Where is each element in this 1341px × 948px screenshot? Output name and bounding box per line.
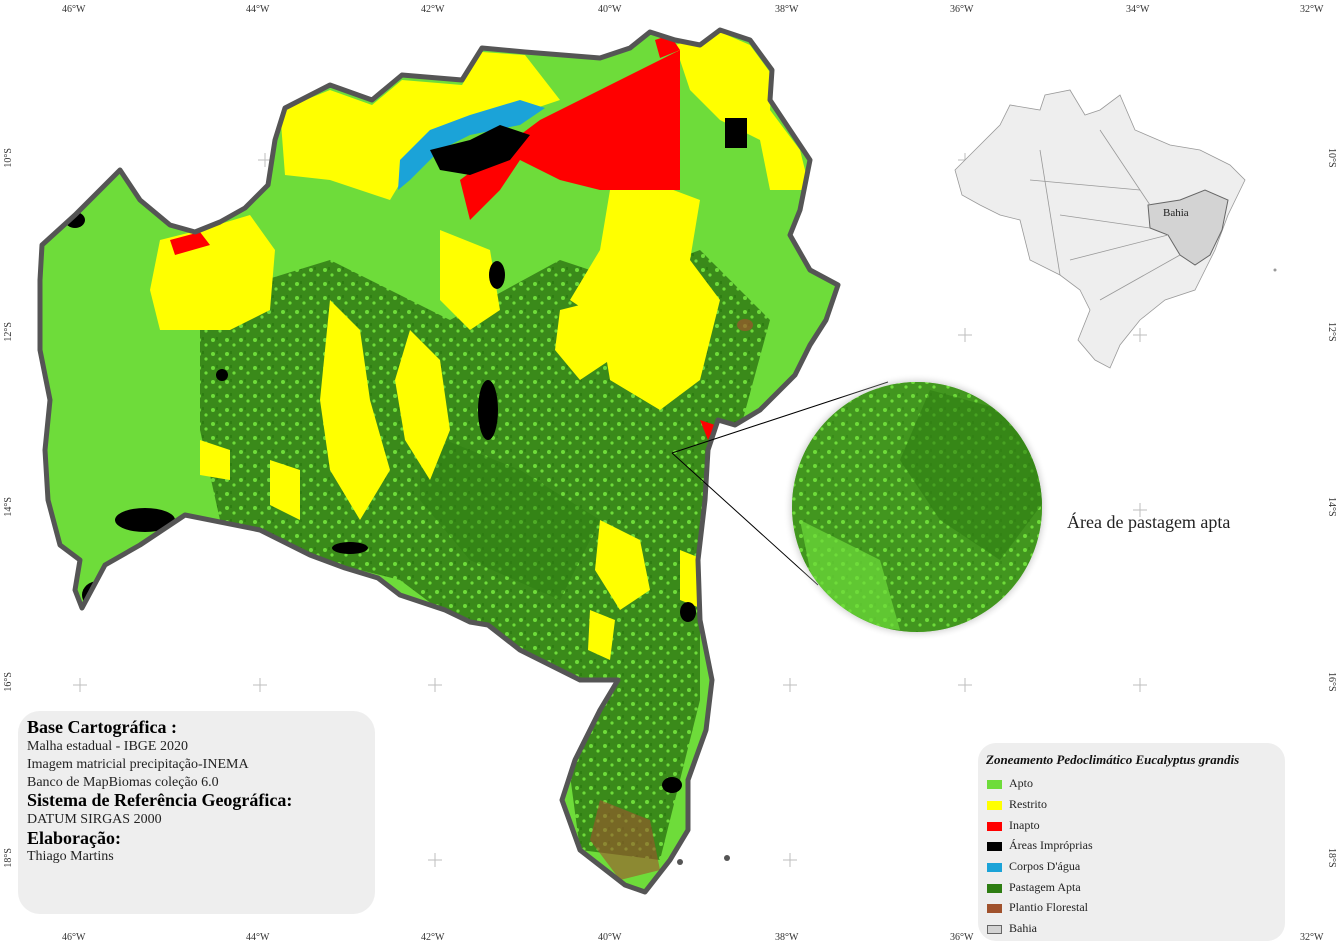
lon-tick-bottom: 32°W xyxy=(1300,932,1324,943)
bahia-outline xyxy=(37,27,841,895)
legend-label: Bahia xyxy=(1009,921,1037,935)
legend-swatch xyxy=(987,822,1002,831)
lon-tick-bottom: 38°W xyxy=(775,932,799,943)
lon-tick-bottom: 42°W xyxy=(421,932,445,943)
legend-label: Áreas Impróprias xyxy=(1009,838,1093,852)
lat-tick-right: 18°S xyxy=(1326,848,1337,868)
author-value: Thiago Martins xyxy=(27,849,114,864)
base-source-line: Banco de MapBiomas coleção 6.0 xyxy=(27,775,219,790)
base-cartografica-title: Base Cartográfica : xyxy=(27,717,177,737)
legend-label: Plantio Florestal xyxy=(1009,900,1088,914)
lat-tick-left: 16°S xyxy=(3,672,14,692)
lon-tick-bottom: 46°W xyxy=(62,932,86,943)
legend-swatch xyxy=(987,884,1002,893)
zoom-caption: Área de pastagem apta xyxy=(1067,512,1231,532)
lon-tick-top: 46°W xyxy=(62,4,86,15)
lat-tick-right: 14°S xyxy=(1326,497,1337,517)
lat-tick-right: 10°S xyxy=(1326,148,1337,168)
crs-value: DATUM SIRGAS 2000 xyxy=(27,812,162,827)
lat-tick-left: 14°S xyxy=(3,497,14,517)
base-source-line: Imagem matricial precipitação-INEMA xyxy=(27,757,249,772)
lon-tick-bottom: 36°W xyxy=(950,932,974,943)
crs-title: Sistema de Referência Geográfica: xyxy=(27,790,293,810)
lon-tick-top: 32°W xyxy=(1300,4,1324,15)
legend: Zoneamento Pedoclimático Eucalyptus gran… xyxy=(978,743,1285,941)
zoom-circle xyxy=(792,382,1042,632)
legend-swatch xyxy=(987,801,1002,810)
lat-tick-right: 16°S xyxy=(1326,672,1337,692)
lat-tick-right: 12°S xyxy=(1326,322,1337,342)
lat-tick-left: 12°S xyxy=(3,322,14,342)
lon-tick-bottom: 40°W xyxy=(598,932,622,943)
lon-tick-top: 36°W xyxy=(950,4,974,15)
legend-swatch xyxy=(987,925,1002,934)
brazil-inset xyxy=(954,89,1246,369)
legend-swatch xyxy=(987,780,1002,789)
legend-label: Corpos D'água xyxy=(1009,859,1081,873)
lon-tick-top: 40°W xyxy=(598,4,622,15)
legend-label: Inapto xyxy=(1009,818,1040,832)
lon-tick-top: 38°W xyxy=(775,4,799,15)
legend-swatch xyxy=(987,863,1002,872)
legend-label: Apto xyxy=(1009,776,1033,790)
lon-tick-top: 34°W xyxy=(1126,4,1150,15)
inset-state-label: Bahia xyxy=(1163,207,1189,219)
legend-title: Zoneamento Pedoclimático Eucalyptus gran… xyxy=(986,752,1240,767)
lon-tick-top: 42°W xyxy=(421,4,445,15)
legend-swatch xyxy=(987,842,1002,851)
author-title: Elaboração: xyxy=(27,828,121,848)
legend-label: Restrito xyxy=(1009,797,1047,811)
lat-tick-left: 10°S xyxy=(3,148,14,168)
lon-tick-top: 44°W xyxy=(246,4,270,15)
legend-label: Pastagem Apta xyxy=(1009,880,1081,894)
lon-tick-bottom: 44°W xyxy=(246,932,270,943)
base-source-line: Malha estadual - IBGE 2020 xyxy=(27,739,188,754)
lat-tick-left: 18°S xyxy=(3,848,14,868)
legend-swatch xyxy=(987,904,1002,913)
cartography-info-box: Base Cartográfica : Malha estadual - IBG… xyxy=(18,711,375,914)
zoom-connector-bottom xyxy=(671,452,819,586)
